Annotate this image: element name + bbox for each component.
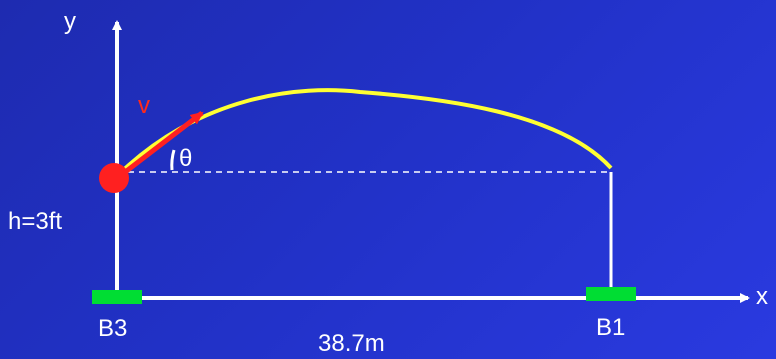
ball: [99, 163, 129, 193]
angle-arc: [170, 149, 176, 171]
velocity-arrow: [118, 111, 204, 178]
base-b3-label: B3: [98, 315, 128, 342]
velocity-label: v: [138, 92, 150, 119]
x-axis-label: x: [756, 283, 768, 310]
distance-label: 38.7m: [318, 330, 385, 357]
height-label: h=3ft: [8, 208, 63, 235]
base-b1-label: B1: [596, 314, 626, 341]
y-axis-label: y: [64, 8, 76, 35]
base-b1: [586, 287, 636, 301]
base-b3: [92, 290, 142, 304]
angle-label: θ: [179, 145, 193, 172]
